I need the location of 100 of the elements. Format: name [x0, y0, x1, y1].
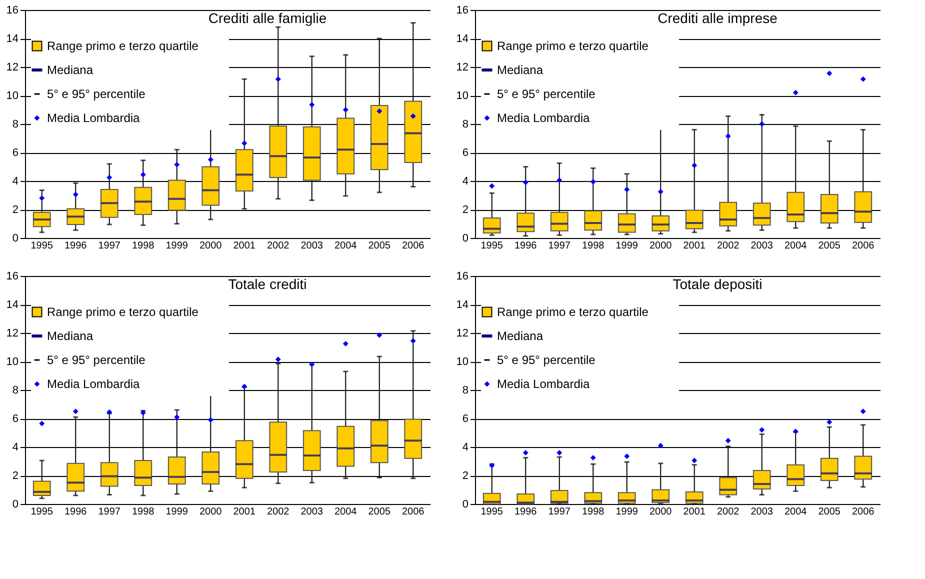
x-tick-label: 1997 [548, 506, 571, 518]
point [590, 454, 596, 460]
point [556, 450, 562, 456]
x-tick-label: 2004 [784, 240, 808, 252]
point [72, 192, 78, 198]
x-tick-label: 2003 [300, 506, 324, 518]
point [590, 178, 596, 184]
y-tick-label: 2 [462, 470, 468, 482]
annotation: 5° e 95° percentile [497, 87, 596, 101]
x-tick-label: 2001 [683, 240, 706, 252]
point [658, 188, 664, 194]
x-tick-label: 2002 [717, 506, 740, 518]
x-tick-label: 2005 [818, 240, 841, 252]
y-tick-label: 6 [12, 413, 18, 425]
y-tick-label: 12 [456, 62, 468, 74]
y-tick-label: 14 [6, 33, 18, 45]
x-tick-label: 2000 [200, 506, 222, 518]
x-tick-label: 2006 [402, 240, 425, 252]
x-tick-label: 2003 [750, 240, 774, 252]
x-tick-label: 1997 [548, 240, 571, 252]
point [410, 113, 416, 119]
y-tick-label: 0 [12, 498, 18, 510]
point [376, 332, 382, 338]
x-tick-label: 1998 [582, 240, 605, 252]
annotation: Mediana [47, 329, 94, 343]
annotation: Mediana [497, 329, 544, 343]
y-tick-label: 0 [462, 232, 468, 244]
y-tick-label: 0 [12, 232, 18, 244]
point [140, 172, 146, 178]
x-tick-label: 1998 [582, 506, 605, 518]
point [860, 76, 866, 82]
y-tick-label: 10 [456, 356, 468, 368]
y-tick-label: 0 [462, 498, 468, 510]
point [792, 90, 798, 96]
point [759, 121, 765, 127]
point [309, 102, 315, 108]
y-tick-label: 6 [462, 147, 468, 159]
x-tick-label: 2005 [818, 506, 841, 518]
annotation: 5° e 95° percentile [47, 353, 146, 367]
x-tick-label: 1997 [98, 240, 121, 252]
x-tick-label: 2004 [784, 506, 808, 518]
point [342, 107, 348, 112]
x-tick-label: 1995 [30, 506, 54, 518]
point [174, 414, 180, 420]
x-tick-label: 2006 [852, 240, 875, 252]
point [208, 417, 214, 423]
y-tick-label: 4 [12, 176, 18, 188]
y-tick-label: 2 [12, 470, 18, 482]
y-tick-label: 4 [462, 442, 468, 454]
y-tick-label: 2 [12, 204, 18, 216]
x-tick-label: 1999 [166, 506, 188, 518]
x-tick-label: 1995 [480, 506, 504, 518]
y-tick-label: 14 [456, 299, 468, 311]
point [692, 458, 698, 464]
point [759, 427, 765, 433]
y-tick-label: 14 [456, 33, 468, 45]
x-tick-label: 2001 [233, 506, 256, 518]
point [242, 384, 248, 390]
legend-label: Range primo e terzo quartile [47, 305, 199, 319]
annotation: 5° e 95° percentile [497, 353, 596, 367]
y-tick-label: 8 [12, 384, 18, 396]
x-tick-label: 1996 [514, 506, 538, 518]
x-tick-label: 1995 [480, 240, 504, 252]
point [522, 450, 528, 456]
point [140, 410, 146, 416]
x-tick-label: 2004 [334, 506, 358, 518]
legend-label: Range primo e terzo quartile [497, 305, 649, 319]
point [72, 408, 78, 414]
y-tick-label: 12 [6, 328, 18, 340]
x-tick-label: 2001 [233, 240, 256, 252]
x-tick-label: 1996 [514, 240, 538, 252]
legend-label: Media Lombardia [47, 377, 140, 391]
x-tick-label: 1996 [64, 240, 88, 252]
annotation: Mediana [497, 63, 544, 77]
x-tick-label: 1998 [132, 240, 155, 252]
point [174, 162, 180, 168]
point [242, 140, 248, 146]
point [489, 183, 495, 189]
y-tick-label: 6 [462, 413, 468, 425]
y-tick-label: 8 [462, 118, 468, 130]
y-tick-label: 4 [462, 176, 468, 188]
y-tick-label: 16 [456, 4, 468, 16]
point [860, 408, 866, 414]
x-tick-label: 2002 [267, 506, 290, 518]
point [106, 174, 112, 180]
x-tick-label: 1999 [616, 506, 638, 518]
point [826, 70, 832, 76]
x-tick-label: 1995 [30, 240, 54, 252]
point [624, 454, 630, 459]
point [522, 180, 528, 186]
x-tick-label: 2001 [683, 506, 706, 518]
x-tick-label: 1999 [166, 240, 188, 252]
x-tick-label: 2005 [368, 240, 391, 252]
point [410, 338, 416, 344]
point [658, 442, 664, 448]
legend-label: Range primo e terzo quartile [47, 39, 199, 53]
legend-label: Range primo e terzo quartile [497, 39, 649, 53]
legend-label: Media Lombardia [47, 111, 140, 125]
x-tick-label: 1997 [98, 506, 121, 518]
x-tick-label: 2000 [650, 506, 672, 518]
